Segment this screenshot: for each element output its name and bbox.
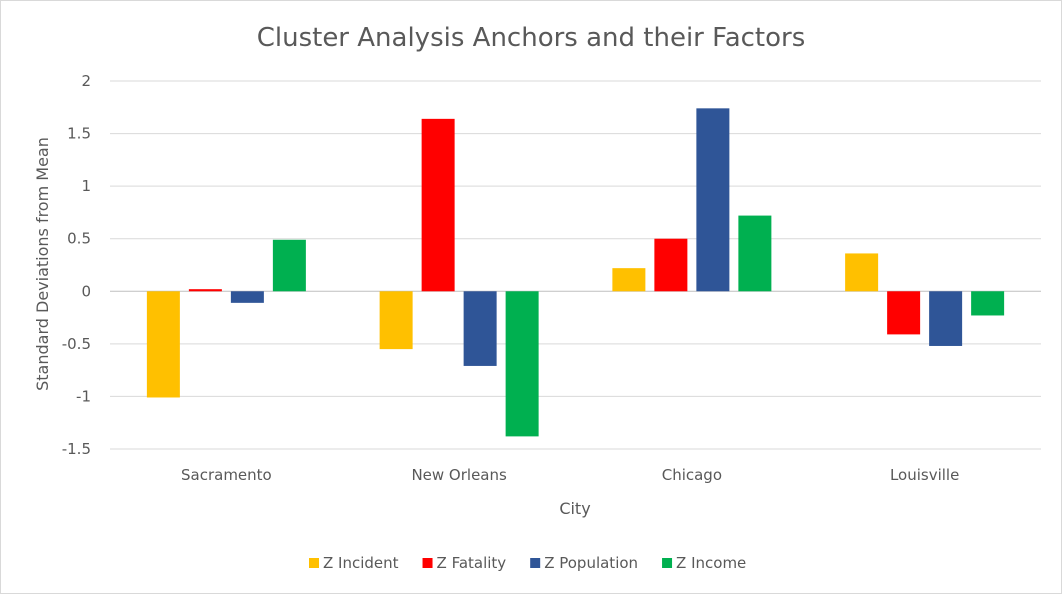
y-tick-label: -0.5 — [62, 335, 91, 353]
legend-label: Z Population — [544, 554, 638, 572]
bar-z-fatality-louisville — [887, 291, 921, 335]
y-tick-label: -1.5 — [62, 440, 91, 458]
bar-z-population-louisville — [929, 291, 963, 346]
legend-swatch — [422, 558, 433, 568]
bar-z-population-chicago — [696, 108, 730, 292]
y-tick-label: -1 — [76, 387, 91, 405]
bar-z-fatality-sacramento — [188, 289, 222, 292]
bar-z-incident-louisville — [845, 253, 879, 292]
y-tick-label: 0 — [81, 282, 91, 300]
bar-z-incident-sacramento — [146, 291, 180, 398]
y-tick-label: 2 — [81, 72, 91, 90]
legend-swatch — [530, 558, 541, 568]
bars — [146, 108, 1005, 437]
x-axis-ticks: Sacramento New Orleans Chicago Louisville — [181, 466, 959, 484]
x-tick-label: New Orleans — [411, 466, 507, 484]
legend-label: Z Fatality — [437, 554, 507, 572]
bar-z-fatality-chicago — [654, 238, 688, 292]
legend-label: Z Incident — [323, 554, 399, 572]
bar-z-fatality-new-orleans — [421, 118, 455, 292]
bar-z-population-sacramento — [230, 291, 264, 303]
bar-z-income-new-orleans — [505, 291, 539, 437]
y-tick-label: 1 — [81, 177, 91, 195]
bar-z-income-sacramento — [272, 239, 306, 292]
legend: Z Incident Z Fatality Z Population Z Income — [309, 554, 746, 572]
bar-z-incident-new-orleans — [379, 291, 413, 350]
legend-swatch — [309, 558, 319, 568]
legend-swatch — [662, 558, 673, 568]
legend-label: Z Income — [676, 554, 746, 572]
x-axis-title: City — [559, 499, 590, 518]
x-tick-label: Louisville — [890, 466, 959, 484]
gridlines — [110, 80, 1041, 450]
chart-title: Cluster Analysis Anchors and their Facto… — [257, 23, 806, 53]
x-tick-label: Chicago — [662, 466, 722, 484]
y-tick-label: 0.5 — [67, 230, 91, 248]
x-tick-label: Sacramento — [181, 466, 272, 484]
y-axis-ticks: 2 1.5 1 0.5 0 -0.5 -1 -1.5 — [62, 72, 91, 458]
bar-z-incident-chicago — [612, 268, 646, 292]
bar-z-income-louisville — [971, 291, 1005, 316]
y-axis-title: Standard Deviations from Mean — [33, 137, 52, 391]
bar-z-income-chicago — [738, 215, 772, 292]
bar-z-population-new-orleans — [463, 291, 497, 366]
y-tick-label: 1.5 — [67, 125, 91, 143]
